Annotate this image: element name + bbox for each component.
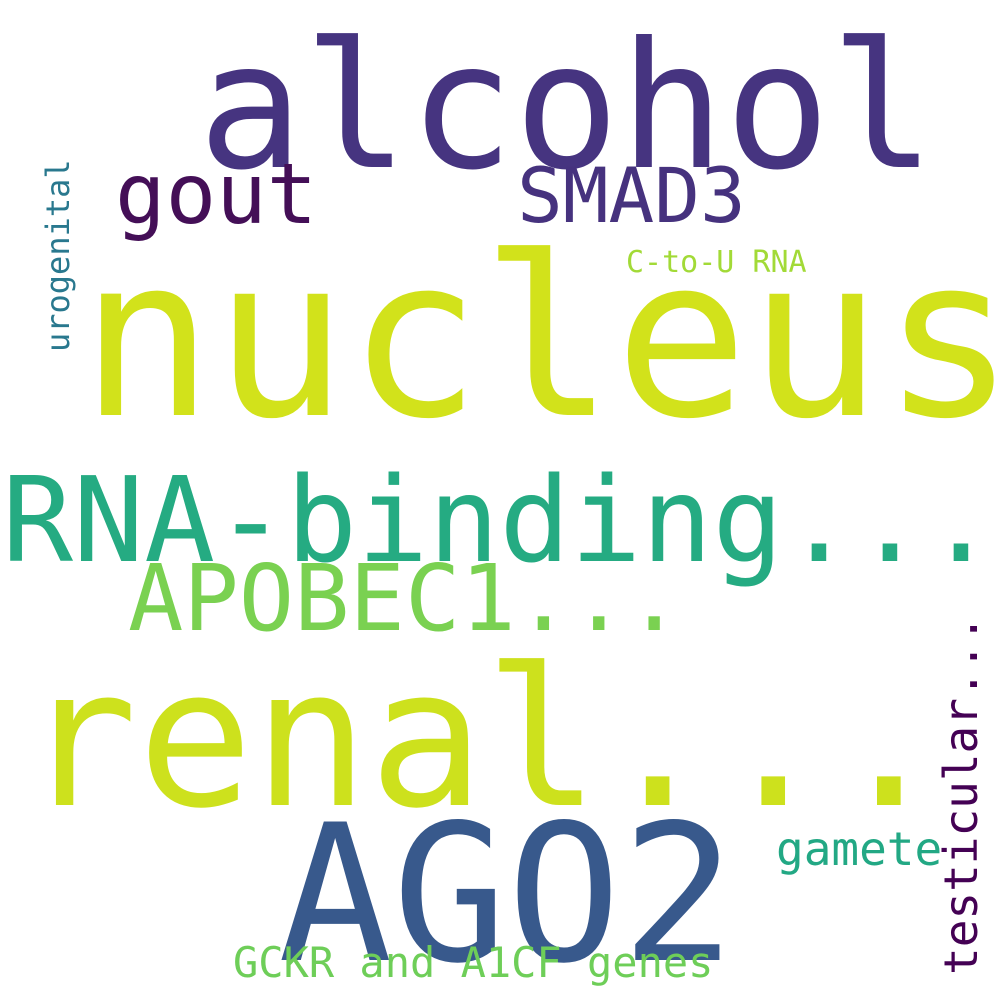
word-nucleus: nucleus	[80, 210, 1000, 468]
word-smad3: SMAD3	[517, 151, 746, 240]
word-ago2: AGO2	[278, 784, 736, 1000]
word-urogenital: urogenital	[39, 159, 77, 352]
word-gckr-a1cf-genes: GCKR and A1CF genes	[233, 938, 714, 987]
word-rna-binding: RNA-binding...	[2, 451, 997, 589]
word-renal: renal...	[22, 628, 947, 851]
word-gout: gout	[115, 145, 318, 243]
word-gamete: gamete	[776, 822, 943, 876]
word-testicular: testicular...	[934, 614, 988, 975]
word-c-to-u-rna: C-to-U RNA	[626, 245, 807, 280]
word-alcohol: alcohol	[198, 6, 936, 209]
word-apobec1: APOBEC1...	[128, 545, 682, 652]
